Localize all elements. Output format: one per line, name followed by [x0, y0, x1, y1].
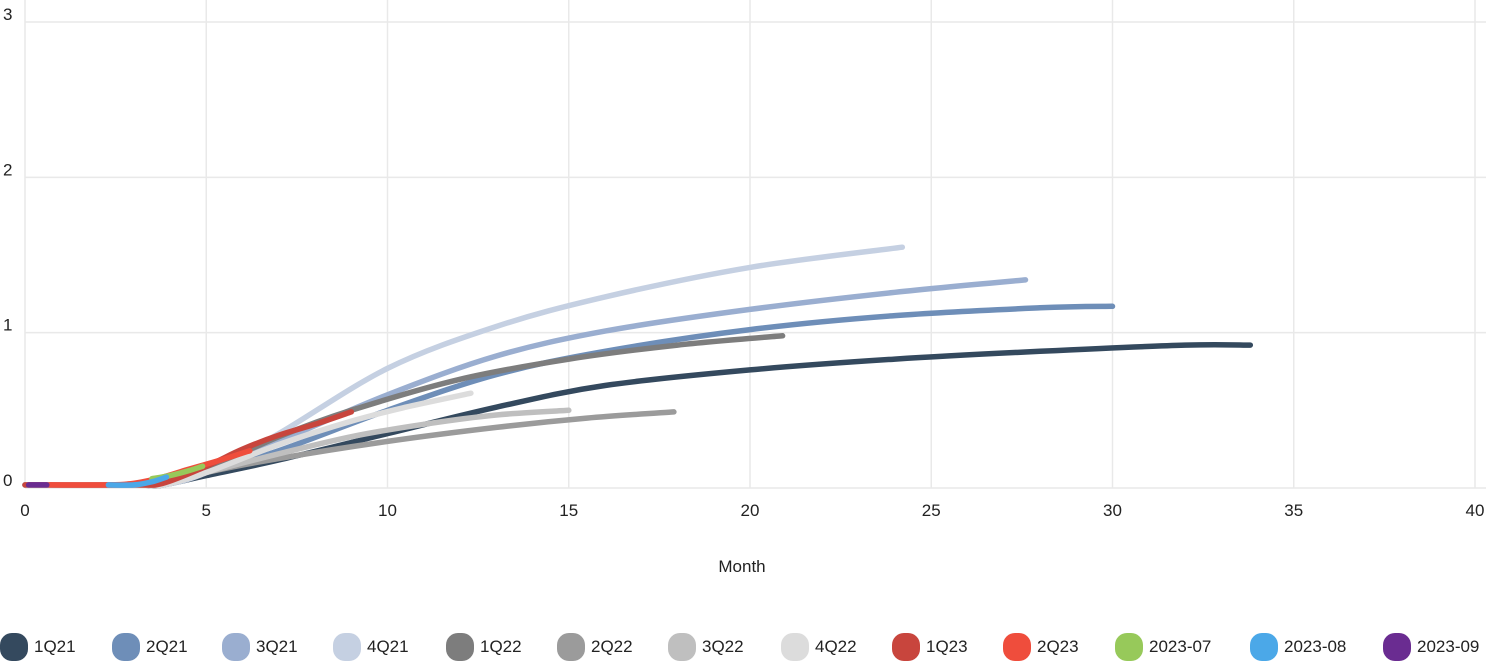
legend-label: 4Q22	[815, 637, 857, 656]
legend-item-2q21[interactable]: 2Q21	[112, 632, 188, 662]
series-line-2023-08	[105, 474, 170, 488]
legend-item-4q22[interactable]: 4Q22	[781, 632, 857, 662]
legend-item-2023-09[interactable]: 2023-09	[1383, 632, 1479, 662]
legend-item-1q21[interactable]: 1Q21	[0, 632, 76, 662]
y-tick-label: 0	[3, 471, 12, 490]
legend-swatch	[112, 633, 140, 661]
legend-item-3q22[interactable]: 3Q22	[668, 632, 744, 662]
x-tick-label: 0	[20, 501, 29, 520]
x-tick-label: 15	[559, 501, 578, 520]
legend-item-4q21[interactable]: 4Q21	[333, 632, 409, 662]
y-axis: 0 1 2 3	[3, 5, 12, 490]
y-tick-label: 3	[3, 5, 12, 24]
x-tick-label: 5	[202, 501, 211, 520]
series-line-3q21	[22, 277, 1029, 489]
series-lines	[22, 244, 1254, 489]
legend-label: 2023-09	[1417, 637, 1480, 656]
legend-item-1q22[interactable]: 1Q22	[446, 632, 522, 662]
legend-label: 1Q21	[34, 637, 76, 656]
legend-swatch	[1003, 633, 1031, 661]
legend-label: 3Q21	[256, 637, 298, 656]
legend-label: 2Q22	[591, 637, 633, 656]
x-tick-label: 20	[741, 501, 760, 520]
legend-item-2023-07[interactable]: 2023-07	[1115, 632, 1211, 662]
legend-item-2q23[interactable]: 2Q23	[1003, 632, 1079, 662]
legend-swatch	[1383, 633, 1411, 661]
line-chart: 0 1 2 3 0 5 10 15 20 25 30 35 40 Month	[3, 0, 1486, 576]
x-axis-title: Month	[718, 557, 765, 576]
legend-label: 1Q22	[480, 637, 522, 656]
legend-swatch	[1250, 633, 1278, 661]
legend-label: 2Q23	[1037, 637, 1079, 656]
legend-swatch	[892, 633, 920, 661]
legend-label: 4Q21	[367, 637, 409, 656]
x-tick-label: 10	[378, 501, 397, 520]
grid	[24, 0, 1486, 489]
legend-item-2023-08[interactable]: 2023-08	[1250, 632, 1346, 662]
legend-swatch	[781, 633, 809, 661]
legend-swatch	[668, 633, 696, 661]
x-tick-label: 25	[922, 501, 941, 520]
legend-label: 2023-07	[1149, 637, 1212, 656]
legend: 1Q21 2Q21 3Q21 4Q21 1Q22 2Q22 3Q22 4Q22 1Q23 2Q23…	[0, 630, 1486, 662]
legend-label: 2Q21	[146, 637, 188, 656]
x-tick-label: 35	[1284, 501, 1303, 520]
legend-swatch	[557, 633, 585, 661]
legend-swatch	[0, 633, 28, 661]
x-axis: 0 5 10 15 20 25 30 35 40	[20, 501, 1484, 520]
x-tick-label: 40	[1466, 501, 1485, 520]
legend-item-3q21[interactable]: 3Q21	[222, 632, 298, 662]
legend-label: 1Q23	[926, 637, 968, 656]
legend-swatch	[333, 633, 361, 661]
legend-swatch	[1115, 633, 1143, 661]
legend-swatch	[446, 633, 474, 661]
legend-label: 3Q22	[702, 637, 744, 656]
y-tick-label: 1	[3, 316, 12, 335]
x-tick-label: 30	[1103, 501, 1122, 520]
legend-swatch	[222, 633, 250, 661]
legend-label: 2023-08	[1284, 637, 1347, 656]
legend-item-2q22[interactable]: 2Q22	[557, 632, 633, 662]
legend-item-1q23[interactable]: 1Q23	[892, 632, 968, 662]
y-tick-label: 2	[3, 160, 12, 179]
